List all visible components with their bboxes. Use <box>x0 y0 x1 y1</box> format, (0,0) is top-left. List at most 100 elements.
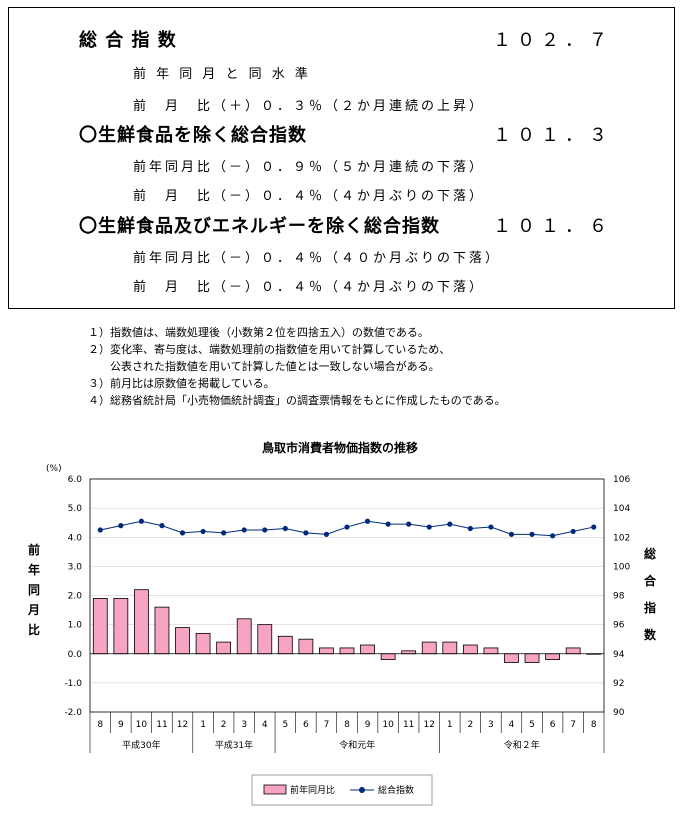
year-label: 平成30年 <box>122 739 160 751</box>
x-tick-label: 9 <box>365 720 371 730</box>
left-axis-title-char: 比 <box>28 622 40 637</box>
right-tick-label: 94 <box>613 650 625 660</box>
footnote: ２）変化率、寄与度は、端数処理前の指数値を用いて計算しているため、 <box>88 343 451 356</box>
right-tick-label: 98 <box>613 592 625 602</box>
right-axis-title-char: 数 <box>644 627 657 642</box>
left-tick-label: 2.0 <box>68 592 83 602</box>
line-point <box>97 527 103 533</box>
bar <box>483 647 499 655</box>
left-axis-ticks: -2.0 -1.0 0.0 1.0 2.0 3.0 4.0 5.0 6.0 <box>64 475 82 718</box>
left-tick-label: 5.0 <box>68 504 83 514</box>
x-axis-ticks: 8 9 10 11 12 1 2 3 4 5 6 7 8 9 10 11 12 1 2 3 4 5 6 7 8 <box>89 712 605 733</box>
legend: 前年同月比 総合指数 <box>251 774 433 806</box>
ex-fresh-label: 〇生鮮食品を除く総合指数 <box>79 125 307 146</box>
cpi-chart: 鳥取市消費者物価指数の推移 (%) -2.0 -1.0 0.0 1.0 2.0 3.0 4.… <box>27 440 657 806</box>
bar <box>134 589 149 655</box>
line-series <box>97 518 597 539</box>
right-axis-title-char: 総 <box>644 546 656 561</box>
line-point <box>467 525 473 532</box>
x-tick-label: 2 <box>467 720 473 730</box>
line-point <box>282 525 288 532</box>
left-tick-label: 3.0 <box>68 562 83 572</box>
line-point <box>118 523 124 529</box>
bar-series <box>92 589 602 663</box>
year-label: 平成31年 <box>215 739 253 751</box>
bar <box>319 647 334 655</box>
line-point <box>179 530 186 536</box>
legend-bar-swatch <box>263 784 287 795</box>
x-tick-label: 7 <box>570 720 576 730</box>
left-axis-title-char: 月 <box>27 603 40 617</box>
x-tick-label: 2 <box>221 720 227 730</box>
bar <box>113 598 129 655</box>
x-tick-label: 3 <box>488 720 494 730</box>
bar <box>565 647 581 655</box>
ex-fresh-mom-line: 前 月 比（－）０．４％（４か月ぶりの下落） <box>133 189 486 204</box>
right-axis-title-char: 指 <box>644 600 656 615</box>
year-label: 令和２年 <box>504 739 540 751</box>
summary-box: 総 合 指 数 １０２．７ 前 年 同 月 と 同 水 準 前 月 比（＋）０．… <box>8 7 675 309</box>
ex-fresh-energy-mom-line: 前 月 比（－）０．４％（４か月ぶりの下落） <box>133 280 486 295</box>
line-point <box>364 518 371 524</box>
line-point <box>508 531 515 537</box>
footnotes: １）指数値は、端数処理後（小数第２位を四捨五入）の数値である。 ２）変化率、寄与… <box>88 324 506 409</box>
bar <box>504 653 519 663</box>
ex-fresh-energy-yoy-line: 前年同月比（－）０．４％（４０か月ぶりの下落） <box>133 251 502 266</box>
x-tick-label: 8 <box>344 720 350 730</box>
line-point <box>406 521 412 527</box>
x-tick-label: 12 <box>177 720 188 730</box>
bar <box>360 644 375 655</box>
x-tick-label: 11 <box>156 720 167 730</box>
x-tick-label: 5 <box>282 720 288 730</box>
x-tick-label: 1 <box>447 720 453 730</box>
x-tick-label: 6 <box>303 720 309 730</box>
right-axis-title-char: 合 <box>644 573 657 588</box>
right-axis-ticks: 90 92 94 96 98 100 102 104 106 <box>613 475 630 718</box>
line-point <box>159 523 165 529</box>
line-point <box>447 521 453 527</box>
left-axis-title-char: 年 <box>28 562 40 577</box>
left-axis-title: 前年同月比 <box>27 542 40 637</box>
line-point <box>138 518 144 524</box>
bar <box>298 638 314 655</box>
bar <box>236 618 252 655</box>
x-tick-label: 12 <box>424 720 435 730</box>
ex-fresh-energy-label: 〇生鮮食品及びエネルギーを除く総合指数 <box>79 216 440 237</box>
footnote: ３）前月比は原数値を掲載している。 <box>88 377 275 390</box>
year-label: 令和元年 <box>339 739 375 751</box>
right-tick-label: 90 <box>613 708 625 718</box>
line-point <box>550 533 556 539</box>
right-tick-label: 106 <box>613 475 630 485</box>
bar <box>339 647 355 655</box>
ex-fresh-yoy-line: 前年同月比（－）０．９％（５か月連続の下落） <box>133 160 486 175</box>
x-tick-label: 7 <box>324 720 330 730</box>
left-tick-label: 6.0 <box>68 475 83 485</box>
line-point <box>262 527 268 533</box>
x-tick-label: 4 <box>509 720 515 730</box>
right-tick-label: 92 <box>613 679 624 689</box>
x-tick-label: 8 <box>591 720 597 730</box>
right-tick-label: 102 <box>613 533 630 543</box>
line-point <box>241 527 247 533</box>
right-tick-label: 100 <box>613 562 630 572</box>
line-point <box>591 524 597 530</box>
legend-line-marker <box>359 787 365 793</box>
plot-frame <box>89 478 605 713</box>
footnote: 公表された指数値を用いて計算した値とは一致しない場合がある。 <box>88 360 440 373</box>
x-tick-label: 3 <box>241 720 247 730</box>
overall-value: １０２．７ <box>493 30 613 51</box>
line-point <box>488 524 494 530</box>
year-group-labels: 平成30年 平成31年 令和元年 令和２年 <box>89 733 605 753</box>
bar <box>257 624 273 655</box>
bar <box>401 650 417 655</box>
bar <box>175 627 190 655</box>
chart-title: 鳥取市消費者物価指数の推移 <box>262 440 418 455</box>
line-point <box>570 528 576 535</box>
right-axis-title: 総合指数 <box>644 546 657 642</box>
line-point <box>385 521 391 527</box>
bar <box>442 641 458 655</box>
left-axis-title-char: 前 <box>28 542 40 557</box>
left-axis-unit: (%) <box>46 464 62 474</box>
bar <box>195 632 211 655</box>
left-axis-title-char: 同 <box>28 583 40 597</box>
